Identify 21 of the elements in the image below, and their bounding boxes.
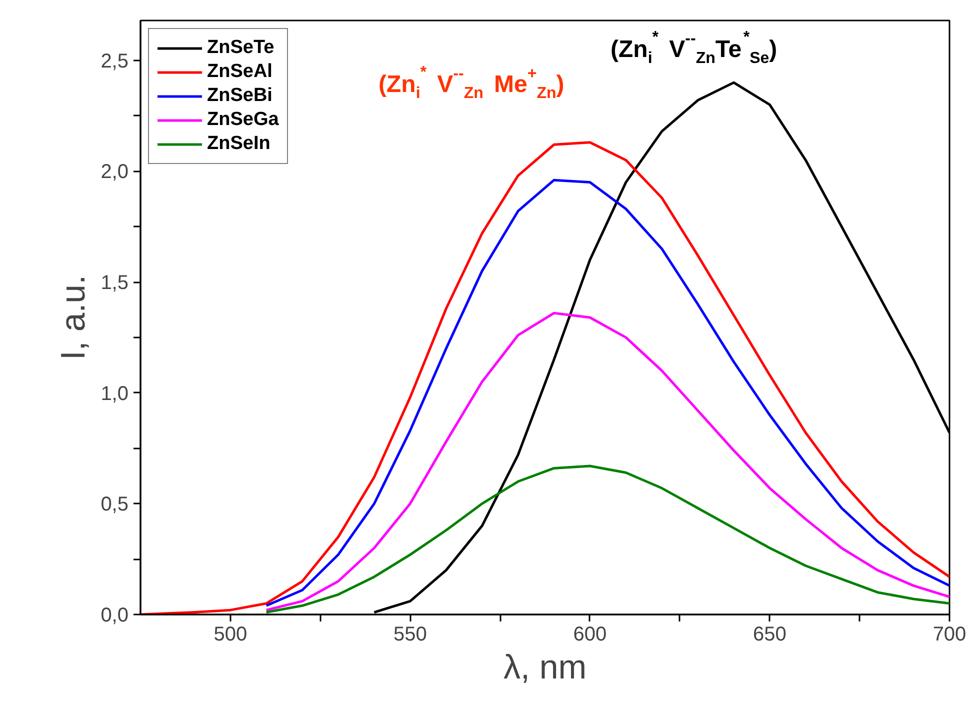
legend-label: ZnSeAl — [207, 61, 272, 83]
x-axis-title: λ, nm — [503, 648, 587, 686]
line-series — [265, 178, 950, 607]
legend-label: ZnSeGa — [207, 109, 279, 131]
y-tick-label: 1,0 — [100, 382, 129, 405]
legend-label: ZnSeIn — [207, 133, 270, 155]
y-axis-title: I, a.u. — [54, 274, 93, 360]
x-tick-label: 650 — [753, 624, 786, 646]
y-tick-label: 1,5 — [100, 272, 129, 294]
x-tick-label: 550 — [393, 624, 427, 646]
x-tick-label: 600 — [573, 624, 607, 646]
line-series — [265, 312, 950, 612]
line-series — [265, 464, 950, 614]
y-tick-label: 0,5 — [100, 494, 129, 516]
y-tick-label: 2,5 — [100, 50, 129, 72]
x-tick-label: 500 — [214, 624, 248, 646]
x-tick-label: 700 — [932, 624, 966, 646]
y-tick-label: 0,0 — [100, 604, 129, 626]
legend-label: ZnSeTe — [207, 37, 274, 59]
y-tick-label: 2,0 — [100, 161, 129, 184]
legend-label: ZnSeBi — [207, 85, 272, 107]
